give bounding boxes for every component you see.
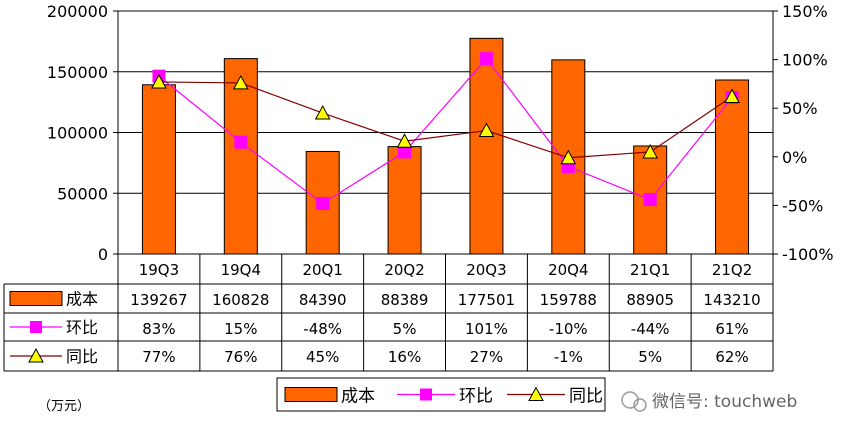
axes: 0 50000 100000 150000 200000 -100% -50% 0% 50% 10…	[47, 2, 834, 264]
tick-label-x: 21Q2	[712, 261, 752, 279]
bar	[715, 79, 750, 255]
tick-label-left: 0	[98, 245, 108, 264]
table-cell: 139267	[130, 291, 187, 309]
row-label: 成本	[66, 290, 98, 309]
table-cell: 101%	[465, 320, 508, 338]
legend-key-swatch	[284, 387, 338, 402]
tick-label-right: 50%	[782, 99, 818, 118]
point	[232, 74, 249, 90]
tick-label-left: 100000	[47, 124, 108, 143]
tick-label-x: 21Q1	[630, 261, 670, 279]
bar	[387, 146, 422, 255]
gridlines	[118, 10, 773, 194]
bars	[141, 37, 750, 255]
row-label: 同比	[66, 347, 98, 366]
point	[316, 196, 330, 210]
table-cell: 159788	[540, 291, 597, 309]
table-cell: 16%	[388, 348, 421, 366]
table-cell: 143210	[703, 291, 760, 309]
tick-label-left: 200000	[47, 2, 108, 21]
tick-label-right: 100%	[782, 51, 828, 70]
tick-label-left: 150000	[47, 63, 108, 82]
lines	[151, 52, 740, 210]
tick-label-x: 19Q3	[139, 261, 179, 279]
point	[724, 88, 740, 104]
table-cell: 45%	[306, 348, 339, 366]
bar	[469, 37, 504, 255]
legend-key-marker	[420, 388, 432, 401]
tick-label-x: 20Q4	[548, 261, 588, 279]
point	[314, 105, 331, 120]
watermark: 微信号: touchweb	[621, 391, 797, 412]
legend-key-marker	[528, 386, 544, 401]
tick-label-right: -50%	[782, 196, 823, 215]
table-cell: 5%	[393, 320, 417, 338]
point	[396, 133, 413, 148]
point	[643, 193, 657, 207]
table-cell: -44%	[631, 320, 670, 338]
table-cell: 77%	[142, 348, 175, 366]
point	[642, 143, 659, 159]
watermark-text: 微信号: touchweb	[652, 392, 797, 412]
legend: 成本 环比 同比	[276, 377, 606, 412]
table-cell: 160828	[212, 291, 269, 309]
tick-label-x: 20Q1	[302, 261, 342, 279]
table-cell: 88905	[626, 291, 674, 309]
wechat-icon	[621, 391, 647, 412]
point	[151, 73, 167, 89]
tick-label-x: 19Q4	[221, 261, 261, 279]
table-cell: 76%	[224, 348, 257, 366]
table-cell: 88389	[381, 291, 429, 309]
row-label: 环比	[66, 318, 98, 337]
series-line	[158, 57, 733, 205]
table-cell: 83%	[142, 320, 175, 338]
table-cell: 84390	[299, 291, 347, 309]
series-line	[158, 81, 733, 159]
bar	[141, 84, 176, 255]
table-cell: -1%	[554, 348, 583, 366]
point	[478, 122, 495, 138]
legend-label: 环比	[459, 387, 493, 407]
table-cell: 177501	[458, 291, 515, 309]
table-cell: 27%	[470, 348, 503, 366]
unit-label: （万元）	[38, 399, 90, 414]
data-table: 19Q3 19Q4 20Q1 20Q2 20Q3 20Q4 21Q1 21Q2 139267 16…	[3, 253, 774, 372]
point	[560, 149, 577, 165]
table-cell: 61%	[715, 320, 748, 338]
tick-label-right: -100%	[782, 245, 834, 264]
point	[479, 52, 493, 66]
table-cell: 5%	[638, 348, 662, 366]
row-key-marker	[28, 347, 44, 363]
tick-label-x: 20Q2	[384, 261, 424, 279]
tick-label-right: 150%	[782, 2, 828, 21]
row-key-marker	[30, 321, 42, 333]
tick-label-x: 20Q3	[466, 261, 506, 279]
table-cell: 15%	[224, 320, 257, 338]
legend-label: 成本	[341, 387, 375, 407]
bar	[223, 58, 258, 255]
tick-label-left: 50000	[57, 184, 108, 203]
tick-label-right: 0%	[782, 148, 807, 167]
table-cell: 62%	[715, 348, 748, 366]
point	[234, 135, 248, 149]
legend-label: 同比	[569, 387, 603, 407]
table-cell: -48%	[303, 320, 342, 338]
table-cell: -10%	[549, 320, 588, 338]
row-key-swatch	[9, 291, 63, 306]
